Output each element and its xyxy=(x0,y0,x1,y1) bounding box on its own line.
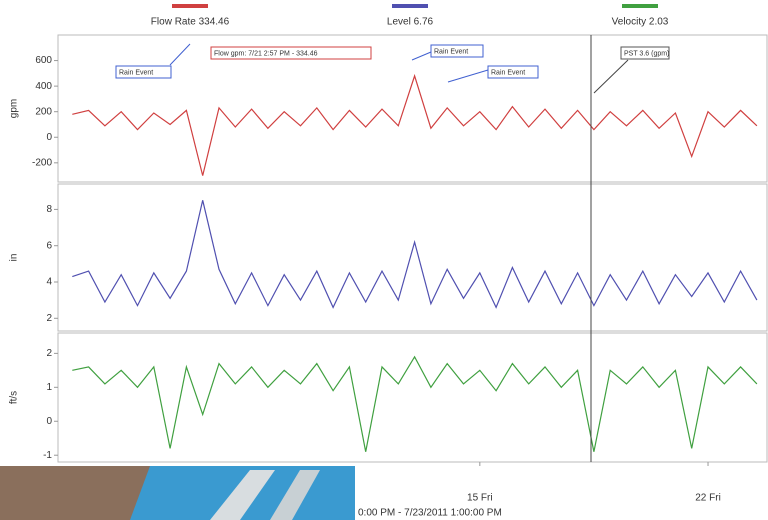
y-tick-label: 400 xyxy=(35,81,52,92)
series-line xyxy=(72,200,757,307)
chart: -200 0 200 400 600 gpm Flow Rate 334.46 Rain Ev… xyxy=(0,0,768,520)
legend-label: Flow Rate 334.46 xyxy=(151,17,230,28)
panel-frame xyxy=(58,333,767,462)
y-tick-label: 2 xyxy=(46,313,52,324)
x-tick-label: 15 Fri xyxy=(467,493,493,504)
page: {"chart_data": [ {"type": "line", "ylabe… xyxy=(0,0,768,520)
x-tick-label: 22 Fri xyxy=(695,493,721,504)
series-line xyxy=(72,357,757,452)
annotation-arrow xyxy=(412,52,431,60)
panel-frame xyxy=(58,184,767,331)
y-tick-label: 1 xyxy=(46,382,52,393)
legend-label: Velocity 2.03 xyxy=(612,17,669,28)
y-tick-label: 2 xyxy=(46,348,52,359)
annotation-arrow xyxy=(594,60,628,93)
annotation: Rain Event xyxy=(434,48,468,55)
legend-swatch xyxy=(392,4,428,8)
annotation: PST 3.6 (gpm) xyxy=(624,50,669,57)
y-tick-label: 0 xyxy=(46,132,52,143)
annotation-arrow xyxy=(170,44,190,65)
legend-swatch xyxy=(622,4,658,8)
y-tick-label: 600 xyxy=(35,55,52,66)
y-tick-label: 6 xyxy=(46,240,52,251)
y-tick-label: -1 xyxy=(43,450,52,461)
y-axis-label: in xyxy=(9,254,20,262)
y-tick-label: -200 xyxy=(32,157,52,168)
photo-overlay xyxy=(0,466,355,520)
series-line xyxy=(72,76,757,176)
annotation: Flow gpm: 7/21 2:57 PM - 334.46 xyxy=(214,50,318,57)
y-tick-label: 0 xyxy=(46,416,52,427)
y-tick-label: 200 xyxy=(35,106,52,117)
legend-label: Level 6.76 xyxy=(387,17,434,28)
y-axis-label: gpm xyxy=(9,99,20,118)
annotation: Rain Event xyxy=(491,69,525,76)
annotation: Rain Event xyxy=(119,69,153,76)
legend-swatch xyxy=(172,4,208,8)
y-tick-label: 8 xyxy=(46,204,52,215)
x-axis-label: 0:00 PM - 7/23/2011 1:00:00 PM xyxy=(358,508,502,519)
y-tick-label: 4 xyxy=(46,277,52,288)
annotation-arrow xyxy=(448,70,488,82)
y-axis-label: ft/s xyxy=(9,391,20,404)
